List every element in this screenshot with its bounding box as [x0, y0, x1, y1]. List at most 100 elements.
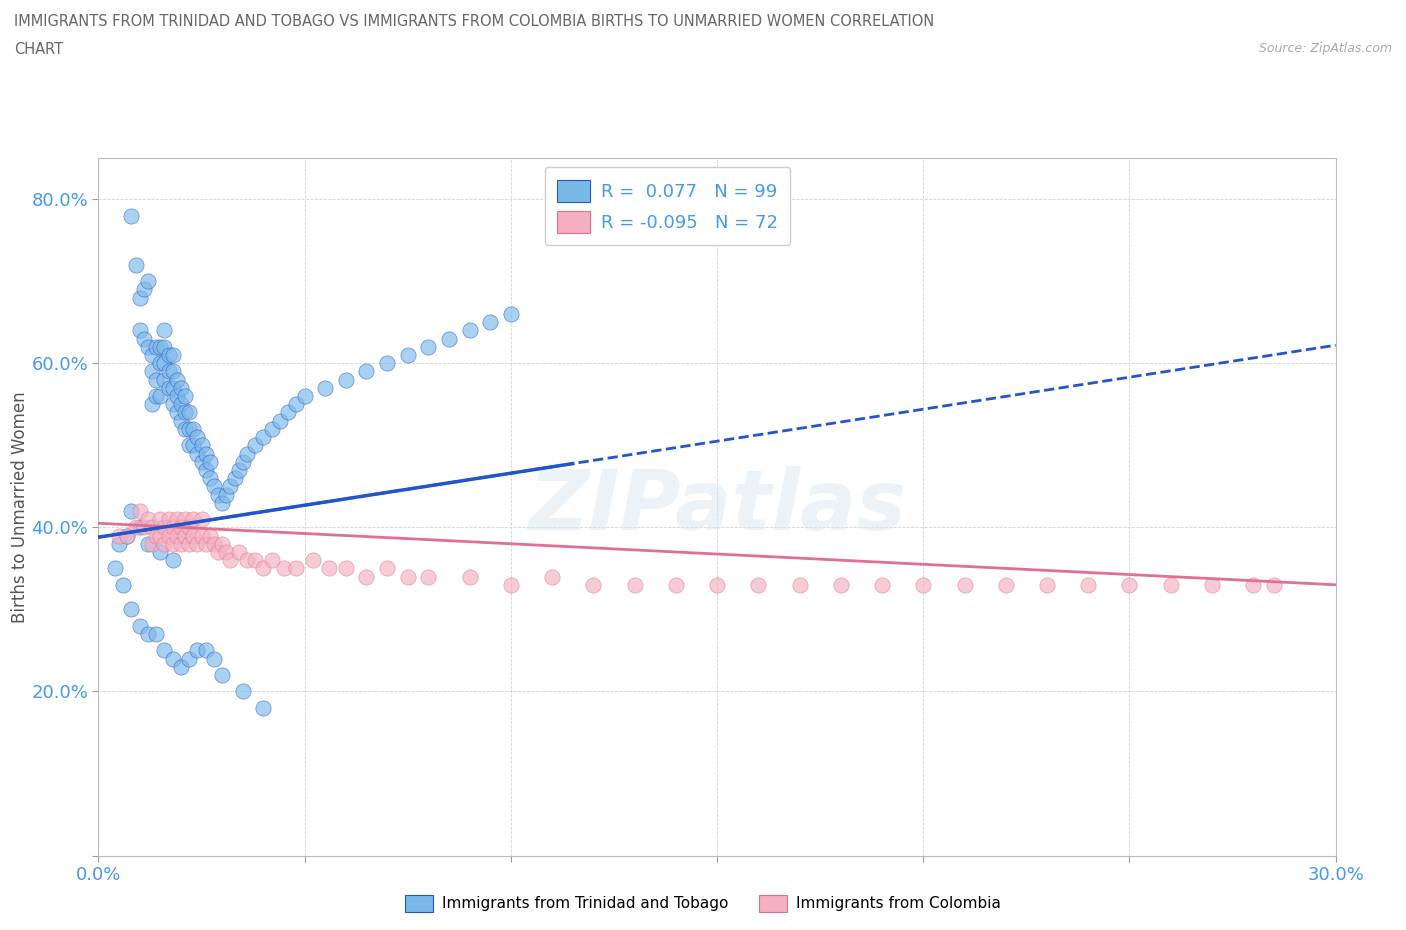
Point: [215, 487, 238, 502]
Point: [335, 372, 357, 387]
Point: [162, 651, 184, 666]
Point: [260, 552, 283, 567]
Point: [179, 438, 201, 453]
Point: [179, 651, 201, 666]
Point: [190, 528, 212, 543]
Point: [207, 545, 229, 560]
Point: [375, 356, 398, 371]
Point: [1160, 578, 1182, 592]
Point: [181, 438, 204, 453]
Point: [236, 552, 259, 567]
Point: [190, 512, 212, 526]
Point: [285, 561, 308, 576]
Point: [219, 479, 242, 494]
Point: [706, 578, 728, 592]
Point: [260, 421, 283, 436]
Point: [162, 364, 184, 379]
Point: [128, 520, 150, 535]
Point: [582, 578, 605, 592]
Point: [132, 282, 155, 297]
Point: [153, 643, 176, 658]
Point: [166, 405, 188, 420]
Point: [181, 421, 204, 436]
Point: [232, 454, 254, 469]
Point: [789, 578, 811, 592]
Point: [499, 578, 522, 592]
Point: [1077, 578, 1099, 592]
Point: [437, 331, 460, 346]
Point: [665, 578, 688, 592]
Point: [194, 462, 217, 477]
Point: [747, 578, 769, 592]
Point: [145, 528, 167, 543]
Point: [120, 208, 142, 223]
Point: [136, 512, 159, 526]
Point: [870, 578, 893, 592]
Point: [162, 380, 184, 395]
Point: [396, 348, 419, 363]
Point: [124, 258, 146, 272]
Point: [132, 520, 155, 535]
Point: [149, 528, 172, 543]
Point: [243, 438, 266, 453]
Point: [108, 528, 131, 543]
Point: [141, 397, 163, 412]
Point: [269, 413, 291, 428]
Point: [149, 389, 172, 404]
Point: [202, 651, 225, 666]
Point: [149, 512, 172, 526]
Point: [953, 578, 976, 592]
Point: [356, 364, 378, 379]
Point: [912, 578, 935, 592]
Point: [128, 503, 150, 518]
Point: [170, 413, 193, 428]
Point: [499, 307, 522, 322]
Point: [170, 659, 193, 674]
Point: [198, 528, 221, 543]
Point: [170, 520, 193, 535]
Point: [314, 380, 336, 395]
Point: [396, 569, 419, 584]
Point: [170, 397, 193, 412]
Point: [243, 552, 266, 567]
Point: [830, 578, 852, 592]
Point: [194, 446, 217, 461]
Point: [179, 405, 201, 420]
Point: [277, 405, 299, 420]
Point: [228, 462, 250, 477]
Point: [153, 537, 176, 551]
Point: [157, 512, 180, 526]
Point: [157, 528, 180, 543]
Point: [1201, 578, 1223, 592]
Point: [162, 520, 184, 535]
Point: [162, 552, 184, 567]
Point: [141, 364, 163, 379]
Point: [170, 537, 193, 551]
Point: [145, 339, 167, 354]
Point: [145, 389, 167, 404]
Point: [181, 528, 204, 543]
Point: [179, 537, 201, 551]
Point: [124, 520, 146, 535]
Point: [174, 405, 197, 420]
Point: [153, 372, 176, 387]
Point: [252, 561, 274, 576]
Point: [418, 339, 440, 354]
Point: [112, 578, 135, 592]
Point: [179, 520, 201, 535]
Point: [1036, 578, 1059, 592]
Y-axis label: Births to Unmarried Women: Births to Unmarried Women: [11, 391, 30, 623]
Point: [157, 364, 180, 379]
Point: [458, 569, 481, 584]
Point: [153, 323, 176, 338]
Point: [190, 438, 212, 453]
Point: [153, 356, 176, 371]
Point: [202, 479, 225, 494]
Point: [252, 430, 274, 445]
Point: [302, 552, 325, 567]
Point: [1241, 578, 1264, 592]
Point: [141, 520, 163, 535]
Point: [166, 389, 188, 404]
Point: [194, 643, 217, 658]
Point: [294, 389, 316, 404]
